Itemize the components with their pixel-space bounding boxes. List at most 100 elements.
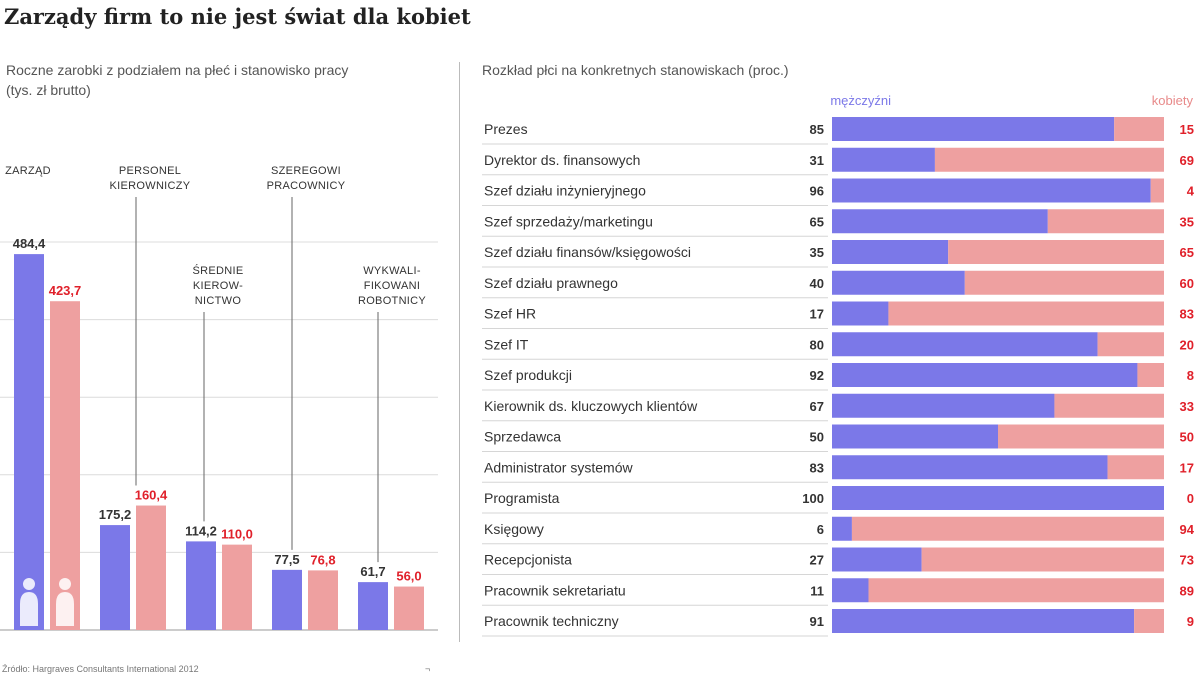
men-percent-label: 40	[810, 276, 824, 291]
bar-women-share	[1114, 117, 1164, 141]
bar-men-share	[832, 547, 922, 572]
position-label: Administrator systemów	[484, 459, 633, 475]
value-label-men: 61,7	[360, 564, 385, 579]
bar-women-share	[1137, 363, 1164, 387]
value-label-men: 114,2	[185, 523, 217, 538]
bar-women	[222, 544, 252, 630]
position-label: Dyrektor ds. finansowych	[484, 152, 640, 168]
women-percent-label: 69	[1180, 153, 1194, 168]
bar-women-share	[1150, 178, 1164, 203]
bar-men-share	[832, 363, 1138, 387]
bar-men-share	[832, 240, 949, 264]
position-label: Szef działu inżynieryjnego	[484, 183, 646, 199]
position-label: Sprzedawca	[484, 429, 561, 445]
value-label-women: 76,8	[310, 552, 335, 567]
bar-women-share	[1097, 332, 1164, 357]
bar-men	[272, 569, 302, 630]
men-percent-label: 6	[817, 522, 824, 537]
man-silhouette-icon	[20, 578, 38, 626]
legend-women: kobiety	[1152, 93, 1194, 108]
women-percent-label: 83	[1180, 307, 1194, 322]
women-percent-label: 15	[1180, 122, 1194, 137]
value-label-men: 175,2	[99, 507, 132, 522]
bar-men-share	[832, 578, 869, 603]
bar-women	[50, 301, 80, 630]
category-label: ZARZĄD	[5, 165, 51, 177]
men-percent-label: 35	[810, 245, 824, 260]
bar-men-share	[832, 609, 1135, 633]
men-percent-label: 65	[810, 214, 824, 229]
position-label: Prezes	[484, 121, 528, 137]
bar-women	[394, 586, 424, 630]
category-label: NICTWO	[195, 295, 242, 307]
women-percent-label: 33	[1180, 399, 1194, 414]
category-label: PRACOWNICY	[267, 180, 346, 192]
bar-women	[308, 570, 338, 630]
men-percent-label: 85	[810, 122, 824, 137]
bar-women-share	[1054, 393, 1164, 418]
position-label: Szef działu prawnego	[484, 275, 618, 291]
men-percent-label: 50	[810, 430, 824, 445]
women-percent-label: 65	[1180, 245, 1194, 260]
position-label: Szef działu finansów/księgowości	[484, 244, 691, 260]
position-label: Szef IT	[484, 336, 529, 352]
category-label: KIEROWNICZY	[110, 180, 191, 192]
value-label-women: 160,4	[135, 488, 168, 503]
position-label: Programista	[484, 490, 560, 506]
value-label-men: 484,4	[13, 236, 46, 251]
men-percent-label: 91	[810, 614, 824, 629]
women-percent-label: 60	[1180, 276, 1194, 291]
bar-men-share	[832, 178, 1151, 203]
category-label: ŚREDNIE	[193, 264, 244, 277]
women-percent-label: 35	[1180, 214, 1194, 229]
bar-men-share	[832, 209, 1048, 234]
bar-men-share	[832, 147, 935, 172]
men-percent-label: 92	[810, 368, 824, 383]
men-percent-label: 11	[810, 583, 824, 598]
category-label: FIKOWANI	[364, 280, 420, 292]
women-percent-label: 73	[1180, 553, 1194, 568]
position-label: Szef produkcji	[484, 367, 572, 383]
position-label: Szef sprzedaży/marketingu	[484, 213, 653, 229]
bar-men-share	[832, 455, 1108, 480]
bar-men-share	[832, 270, 965, 295]
bar-men	[100, 525, 130, 630]
value-label-women: 110,0	[221, 527, 253, 542]
men-percent-label: 96	[810, 184, 824, 199]
bar-men-share	[832, 332, 1098, 357]
position-label: Kierownik ds. kluczowych klientów	[484, 398, 698, 414]
women-percent-label: 50	[1180, 430, 1194, 445]
source-note: Źródło: Hargraves Consultants Internatio…	[2, 664, 199, 674]
bar-women-share	[868, 578, 1164, 603]
position-label: Księgowy	[484, 521, 544, 537]
bar-men	[186, 541, 216, 630]
value-label-women: 423,7	[49, 283, 82, 298]
footnote-mark: ¬	[425, 664, 431, 674]
women-percent-label: 17	[1180, 460, 1194, 475]
men-percent-label: 67	[810, 399, 824, 414]
bar-women-share	[1134, 609, 1164, 633]
left-chart-subtitle: Roczne zarobki z podziałem na płeć i sta…	[6, 62, 349, 98]
bar-men-share	[832, 486, 1164, 510]
bar-women-share	[1107, 455, 1164, 480]
bar-men	[14, 254, 44, 631]
bar-women	[136, 505, 166, 630]
bar-women-share	[1047, 209, 1164, 234]
position-label: Pracownik sekretariatu	[484, 582, 626, 598]
position-label: Szef HR	[484, 306, 536, 322]
bar-men-share	[832, 301, 889, 326]
men-percent-label: 83	[810, 460, 824, 475]
bar-women-share	[921, 547, 1164, 572]
category-label: KIEROW-	[193, 280, 243, 292]
chart-title: Zarządy firm to nie jest świat dla kobie…	[4, 4, 471, 29]
legend-men: mężczyźni	[830, 93, 891, 108]
value-label-men: 77,5	[274, 552, 299, 567]
women-percent-label: 8	[1187, 368, 1194, 383]
men-percent-label: 80	[810, 337, 824, 352]
bar-women-share	[964, 270, 1164, 295]
bar-women-share	[851, 516, 1164, 541]
bar-men	[358, 582, 388, 630]
category-label: PERSONEL	[119, 165, 181, 177]
